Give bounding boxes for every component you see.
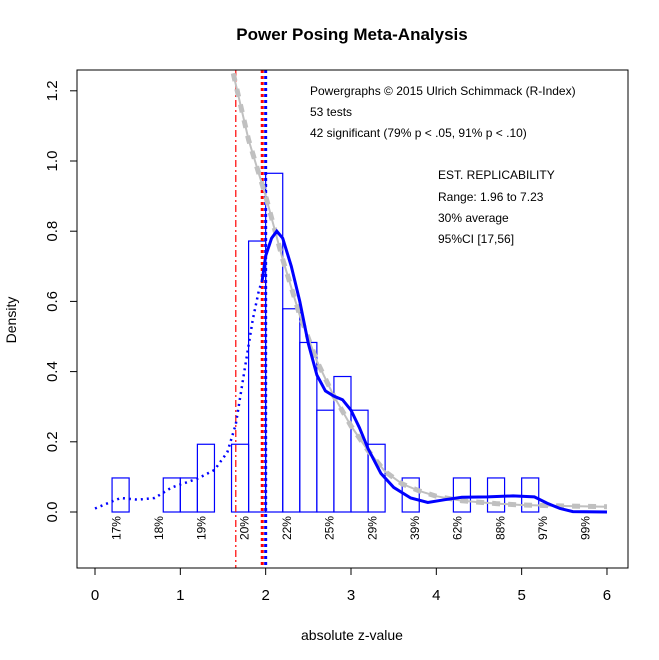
- fitted-curve-dashed: [230, 72, 608, 510]
- power-label: 97%: [536, 516, 550, 540]
- histogram-bar: [282, 308, 301, 513]
- histogram-bar: [162, 477, 181, 513]
- power-label: 22%: [280, 516, 294, 540]
- x-tick-label: 3: [347, 587, 355, 604]
- histogram-bar: [316, 409, 335, 513]
- power-label: 62%: [451, 516, 465, 540]
- tests-text: 53 tests: [310, 105, 352, 119]
- y-tick-label: 0.6: [44, 291, 61, 312]
- y-tick-label: 0.2: [44, 431, 61, 452]
- histogram-bar: [401, 477, 420, 513]
- replicability-range: Range: 1.96 to 7.23: [438, 190, 544, 204]
- x-axis-label: absolute z-value: [301, 627, 403, 643]
- y-tick-label: 1.0: [44, 151, 61, 172]
- histogram-bar: [111, 477, 130, 513]
- power-label: 19%: [195, 516, 209, 540]
- power-labels: 17% 18% 19% 20% 22% 25% 29% 39% 62% 88% 97% 99%: [109, 516, 592, 540]
- power-label: 88%: [493, 516, 507, 540]
- density-curve-below-threshold: [94, 279, 264, 510]
- power-label: 29%: [365, 516, 379, 540]
- x-tick-label: 2: [261, 587, 269, 604]
- y-axis-label: Density: [3, 297, 19, 344]
- x-tick-label: 4: [432, 587, 440, 604]
- power-label: 25%: [323, 516, 337, 540]
- x-tick-label: 5: [517, 587, 525, 604]
- histogram-bar: [230, 443, 250, 513]
- histogram-bar: [196, 443, 216, 513]
- chart-title: Power Posing Meta-Analysis: [236, 25, 467, 44]
- y-tick-label: 1.2: [44, 80, 61, 101]
- x-tick-label: 0: [91, 587, 99, 604]
- vertical-lines: [235, 70, 268, 568]
- y-tick-label: 0.0: [44, 502, 61, 523]
- x-tick-label: 6: [603, 587, 611, 604]
- density-curve: [260, 228, 608, 514]
- y-tick-label: 0.4: [44, 361, 61, 382]
- significant-text: 42 significant (79% p < .05, 91% p < .10…: [310, 126, 527, 140]
- credit-text: Powergraphs © 2015 Ulrich Schimmack (R-I…: [310, 84, 576, 98]
- power-label: 17%: [109, 516, 123, 540]
- histogram-bars: [111, 172, 540, 513]
- annotations: Powergraphs © 2015 Ulrich Schimmack (R-I…: [310, 84, 576, 246]
- histogram-bar: [452, 477, 472, 513]
- x-tick-label: 1: [176, 587, 184, 604]
- histogram-bar: [179, 477, 198, 513]
- y-tick-label: 0.8: [44, 221, 61, 242]
- replicability-average: 30% average: [438, 211, 509, 225]
- plot-frame: [76, 69, 629, 569]
- replicability-title: EST. REPLICABILITY: [438, 168, 555, 182]
- curves: [94, 72, 608, 514]
- replicability-ci: 95%CI [17,56]: [438, 232, 514, 246]
- power-label: 18%: [152, 516, 166, 540]
- power-label: 20%: [237, 516, 251, 540]
- power-label: 99%: [579, 516, 593, 540]
- power-label: 39%: [408, 516, 422, 540]
